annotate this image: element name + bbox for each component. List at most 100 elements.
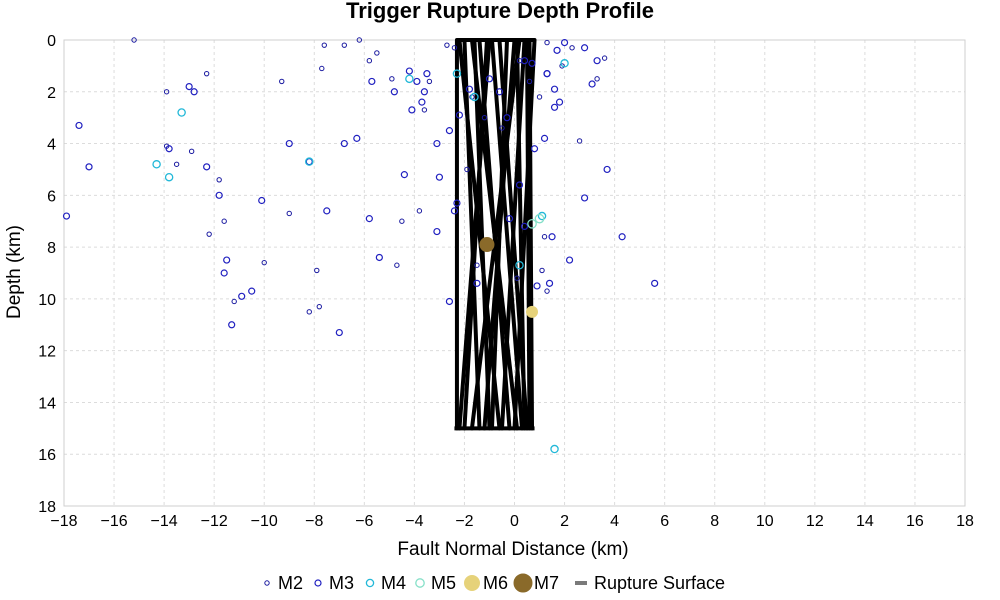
point-m3 bbox=[530, 145, 539, 153]
point-m2 bbox=[314, 267, 320, 274]
rupture-segment bbox=[469, 38, 522, 431]
point-m3 bbox=[450, 207, 459, 215]
point-m4 bbox=[452, 69, 462, 78]
point-m2 bbox=[394, 262, 400, 268]
point-m3 bbox=[593, 57, 601, 65]
point-m3 bbox=[390, 88, 398, 96]
point-m2 bbox=[286, 210, 292, 217]
legend: M2 M3 M4 M5 M6 M7 Rupture Surface bbox=[264, 573, 725, 593]
y-axis-label: Depth (km) bbox=[4, 225, 25, 319]
point-m3 bbox=[618, 233, 626, 241]
y-tick-label: 14 bbox=[38, 395, 56, 412]
legend-label-m4: M4 bbox=[381, 573, 406, 593]
point-m3 bbox=[420, 88, 428, 96]
point-m2 bbox=[536, 94, 543, 100]
point-m4 bbox=[470, 92, 479, 102]
point-m3 bbox=[555, 98, 564, 106]
point-m2 bbox=[389, 76, 395, 82]
point-m2 bbox=[356, 37, 363, 43]
point-m2 bbox=[514, 275, 520, 281]
point-m3 bbox=[368, 77, 376, 86]
point-m3 bbox=[455, 111, 464, 119]
point-m2 bbox=[569, 45, 575, 51]
point-m4 bbox=[405, 74, 414, 84]
point-m4 bbox=[550, 444, 559, 454]
point-m3 bbox=[185, 82, 193, 91]
point-m4 bbox=[152, 160, 161, 169]
point-m3 bbox=[548, 233, 556, 241]
x-tick-label: −18 bbox=[50, 513, 77, 530]
point-m2 bbox=[216, 177, 222, 183]
point-m4 bbox=[560, 59, 569, 68]
point-m3 bbox=[520, 57, 529, 65]
point-m3 bbox=[550, 103, 559, 111]
x-tick-label: 12 bbox=[806, 513, 824, 530]
point-m2 bbox=[444, 42, 450, 48]
point-m2 bbox=[231, 298, 237, 305]
point-m2 bbox=[426, 78, 433, 85]
point-m2 bbox=[319, 65, 325, 72]
x-tick-label: −10 bbox=[251, 513, 278, 530]
point-m6 bbox=[526, 305, 539, 318]
y-tick-label: 2 bbox=[47, 85, 56, 102]
legend-marker-m6 bbox=[464, 575, 480, 591]
y-tick-label: 4 bbox=[47, 137, 56, 154]
point-m2 bbox=[203, 70, 210, 77]
point-m2 bbox=[206, 231, 212, 237]
point-m3 bbox=[580, 44, 589, 52]
x-tick-label: −8 bbox=[305, 513, 323, 530]
point-m3 bbox=[405, 67, 413, 75]
point-m3 bbox=[603, 165, 611, 174]
legend-marker-m3 bbox=[314, 579, 322, 587]
legend-label-rupture-surface: Rupture Surface bbox=[594, 573, 725, 593]
point-m4 bbox=[164, 172, 174, 182]
x-tick-label: 6 bbox=[660, 513, 669, 530]
point-m3 bbox=[533, 282, 541, 290]
point-m3 bbox=[228, 321, 236, 329]
point-m2 bbox=[421, 107, 428, 113]
point-m3 bbox=[565, 256, 574, 264]
point-m3 bbox=[540, 134, 549, 142]
earthquake-points bbox=[62, 37, 659, 454]
legend-label-m5: M5 bbox=[431, 573, 456, 593]
point-m3 bbox=[515, 181, 524, 189]
x-tick-label: 14 bbox=[856, 513, 874, 530]
point-m3 bbox=[238, 292, 246, 300]
point-m2 bbox=[481, 114, 488, 121]
point-m2 bbox=[474, 262, 480, 268]
y-tick-label: 8 bbox=[47, 240, 56, 257]
point-m2 bbox=[321, 42, 327, 48]
x-tick-label: −14 bbox=[151, 513, 178, 530]
legend-marker-m4 bbox=[365, 578, 375, 588]
legend-label-m3: M3 bbox=[329, 573, 354, 593]
point-m3 bbox=[485, 75, 494, 83]
x-tick-label: −2 bbox=[455, 513, 473, 530]
point-m3 bbox=[550, 85, 559, 93]
x-tick-label: −16 bbox=[100, 513, 127, 530]
point-m3 bbox=[545, 279, 554, 287]
rupture-segment bbox=[457, 38, 492, 431]
x-tick-label: 8 bbox=[710, 513, 719, 530]
x-tick-label: −6 bbox=[355, 513, 373, 530]
point-m3 bbox=[588, 80, 596, 88]
point-m7 bbox=[479, 237, 495, 253]
point-m3 bbox=[418, 98, 426, 106]
y-tick-label: 12 bbox=[38, 344, 56, 361]
point-m2 bbox=[594, 76, 600, 82]
y-axis-ticks: 0 2 4 6 8 10 12 14 16 18 bbox=[38, 33, 56, 516]
point-m2 bbox=[451, 45, 458, 51]
x-axis-label: Fault Normal Distance (km) bbox=[397, 539, 628, 560]
point-m3 bbox=[473, 279, 481, 287]
point-m2 bbox=[499, 125, 505, 131]
point-m3 bbox=[335, 328, 343, 337]
point-m2 bbox=[173, 161, 180, 167]
point-m3 bbox=[505, 215, 514, 223]
point-m3 bbox=[543, 70, 551, 78]
point-m2 bbox=[464, 166, 470, 173]
point-m3 bbox=[215, 191, 223, 199]
point-m3 bbox=[553, 46, 561, 54]
point-m2 bbox=[306, 309, 312, 315]
x-tick-label: 2 bbox=[560, 513, 569, 530]
point-m3 bbox=[220, 269, 228, 277]
